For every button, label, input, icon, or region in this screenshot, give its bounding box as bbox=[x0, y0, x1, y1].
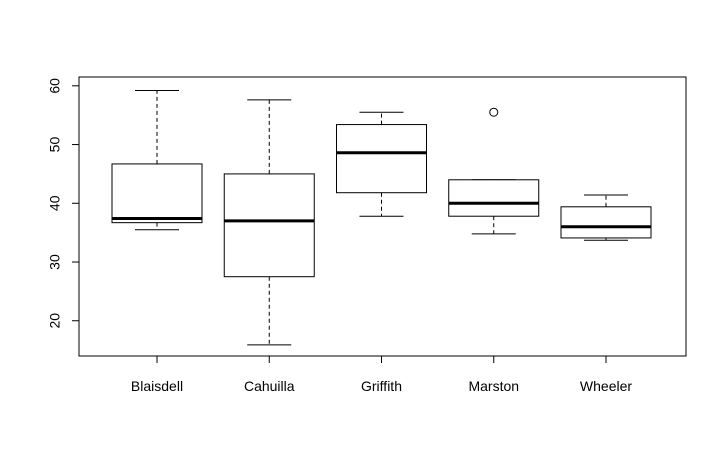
box-iqr bbox=[111, 163, 203, 224]
y-axis: 20 30 40 50 60 bbox=[47, 78, 80, 329]
box-marston bbox=[448, 107, 540, 235]
box-iqr bbox=[223, 173, 315, 278]
x-tick-label: Blaisdell bbox=[131, 378, 183, 394]
x-tick-label: Cahuilla bbox=[244, 378, 295, 394]
outlier-point bbox=[489, 107, 499, 117]
x-axis: Blaisdell Cahuilla Griffith Marston Wheeler bbox=[131, 356, 632, 394]
y-tick-label: 40 bbox=[47, 195, 63, 211]
boxes-group bbox=[111, 90, 652, 346]
y-tick-label: 50 bbox=[47, 137, 63, 153]
y-tick-label: 30 bbox=[47, 254, 63, 270]
box-blaisdell bbox=[111, 90, 203, 231]
box-wheeler bbox=[560, 194, 652, 241]
box-griffith bbox=[336, 111, 427, 217]
box-iqr bbox=[336, 124, 427, 194]
box-iqr bbox=[560, 206, 652, 239]
x-tick-label: Marston bbox=[468, 378, 519, 394]
x-tick-label: Wheeler bbox=[580, 378, 632, 394]
x-tick-label: Griffith bbox=[361, 378, 402, 394]
y-tick-label: 20 bbox=[47, 313, 63, 329]
box-iqr bbox=[448, 179, 540, 217]
box-cahuilla bbox=[223, 99, 315, 346]
y-tick-label: 60 bbox=[47, 78, 63, 94]
